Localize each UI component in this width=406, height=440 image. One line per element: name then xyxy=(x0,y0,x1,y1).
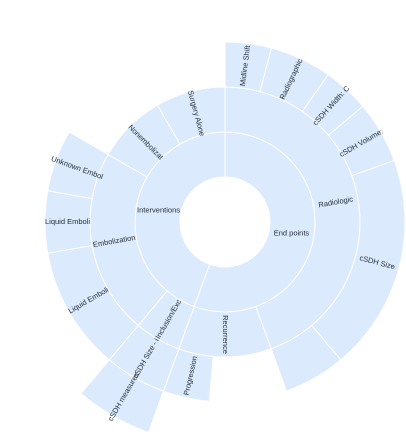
sunburst-segment xyxy=(270,324,342,392)
sunburst-segment xyxy=(47,131,109,200)
segment-label: End points xyxy=(274,229,310,238)
segment-label: Liquid Emboli xyxy=(45,217,90,226)
segment-label: Interventions xyxy=(137,205,180,214)
segment-label: Recurrence xyxy=(221,315,230,354)
sunburst-segment xyxy=(80,359,165,434)
